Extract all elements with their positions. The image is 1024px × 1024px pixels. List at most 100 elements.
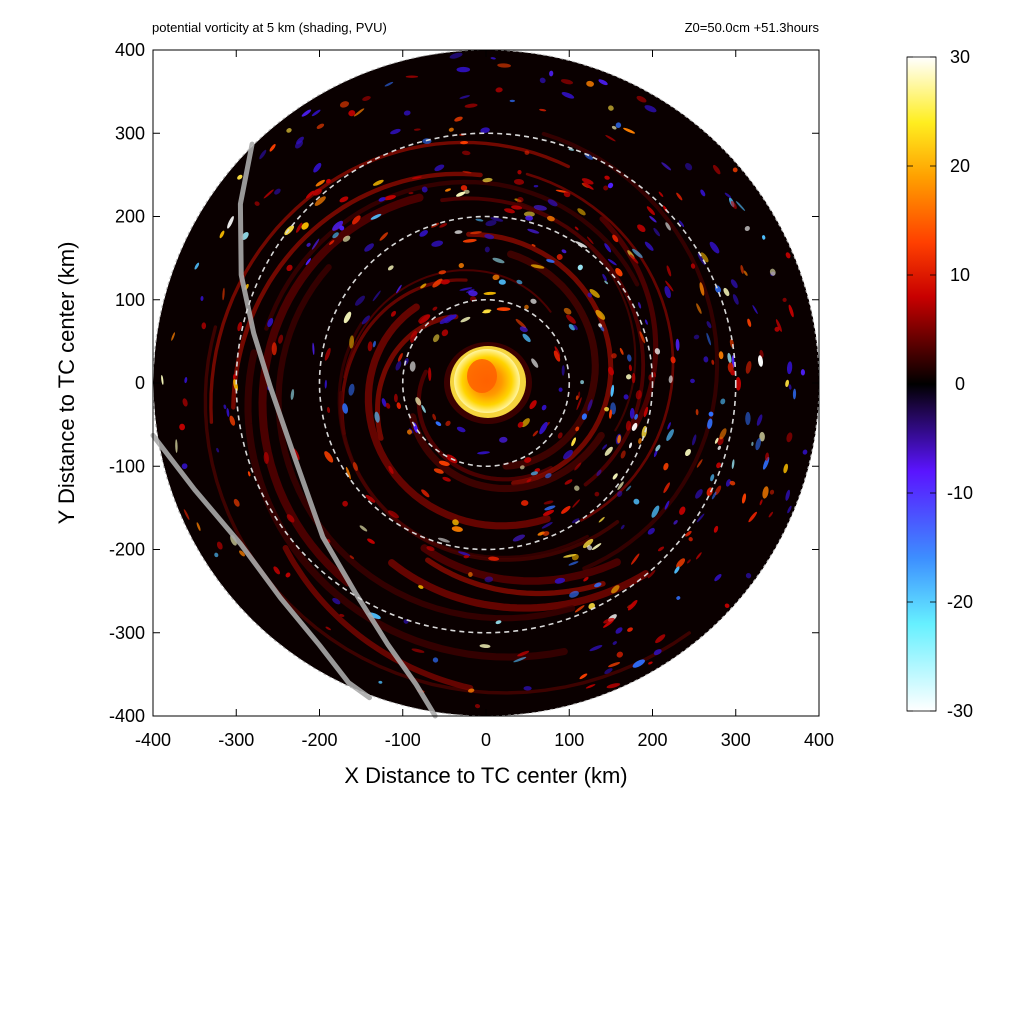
pv-anomaly [454,116,463,122]
pv-anomaly [785,379,789,388]
pv-anomaly [413,128,421,131]
pv-anomaly [594,491,600,497]
pv-anomaly [440,279,450,285]
pv-anomaly [312,188,322,196]
pv-anomaly [378,680,383,684]
pv-anomaly [184,377,188,384]
pv-anomaly [509,99,515,103]
pv-anomaly [609,409,612,419]
pv-anomaly [611,125,617,130]
pv-anomaly [485,220,497,227]
pv-anomaly [700,252,709,263]
pv-anomaly [521,500,529,506]
pv-anomaly [561,365,565,376]
pv-anomaly [484,234,495,240]
pv-anomaly [541,521,553,529]
pv-anomaly [388,465,394,474]
pv-anomaly [688,537,693,542]
colorbar-tick-label: 30 [950,47,970,67]
pv-anomaly [627,354,632,362]
pv-anomaly [517,421,524,428]
pv-anomaly [561,249,567,254]
pv-anomaly [589,288,600,298]
pv-anomaly [627,599,638,611]
pv-anomaly [475,218,484,222]
pv-anomaly [620,524,625,530]
pv-anomaly [758,355,763,367]
pv-anomaly [388,510,399,519]
pv-anomaly [546,215,555,222]
pv-anomaly [432,657,439,663]
pv-anomaly [666,429,674,442]
pv-anomaly [785,252,791,259]
pv-anomaly [367,538,375,544]
pv-anomaly [553,350,561,362]
pv-anomaly [324,379,327,389]
pv-anomaly [409,361,416,372]
pv-anomaly [361,315,371,325]
pv-anomaly [544,505,556,511]
pv-anomaly [367,341,373,352]
pv-anomaly [572,499,580,508]
pv-anomaly [364,243,374,252]
pv-anomaly [395,360,402,371]
pv-anomaly [541,404,547,411]
pv-anomaly [490,57,496,60]
pv-anomaly [774,326,780,332]
pv-anomaly [647,569,656,579]
y-tick-label: 200 [115,207,145,227]
pv-anomaly [759,431,765,442]
pv-anomaly [714,574,722,582]
pv-anomaly [456,66,471,73]
pv-anomaly [393,393,398,403]
pv-anomaly [223,404,227,410]
pv-anomaly [492,274,500,281]
pv-anomaly [239,550,245,557]
y-tick-label: -300 [109,623,145,643]
pv-anomaly [411,648,425,653]
x-tick-label: 0 [481,730,491,750]
pv-anomaly [644,105,657,113]
pv-anomaly [732,294,739,305]
spiral-band [416,369,554,482]
pv-anomaly [437,537,450,543]
pv-anomaly [685,448,691,457]
pv-anomaly [372,290,381,302]
pv-anomaly [523,211,535,217]
pv-anomaly [451,526,463,532]
pv-anomaly [431,240,444,247]
pv-anomaly [786,432,793,443]
pv-anomaly [460,140,469,145]
pv-anomaly [759,499,763,506]
pv-anomaly [511,205,523,210]
pv-anomaly [452,519,459,526]
pv-anomaly [563,553,577,558]
pv-anomaly [547,199,558,207]
pv-anomaly [324,347,331,361]
pv-anomaly [619,347,624,355]
pv-anomaly [574,241,588,248]
pv-anomaly [626,374,632,380]
pv-anomaly [768,511,774,518]
pv-anomaly [718,351,724,360]
pv-anomaly [607,182,614,189]
pv-anomaly [602,273,607,281]
pv-anomaly [269,144,276,152]
pv-anomaly [543,500,554,505]
pv-anomaly [463,555,470,559]
pv-anomaly [381,398,387,407]
pv-anomaly [181,463,188,470]
colorbar-tick-label: -20 [947,592,973,612]
pv-anomaly [685,530,692,537]
pv-anomaly [233,374,236,380]
pv-anomaly [646,206,656,216]
pv-anomaly [477,451,490,455]
pv-anomaly [785,489,791,501]
pv-anomaly [517,650,530,657]
pv-anomaly [676,558,686,568]
pv-anomaly [563,449,573,460]
pv-anomaly [384,195,396,201]
pv-anomaly [711,491,717,500]
pv-anomaly [706,332,712,346]
pv-anomaly [723,287,730,297]
